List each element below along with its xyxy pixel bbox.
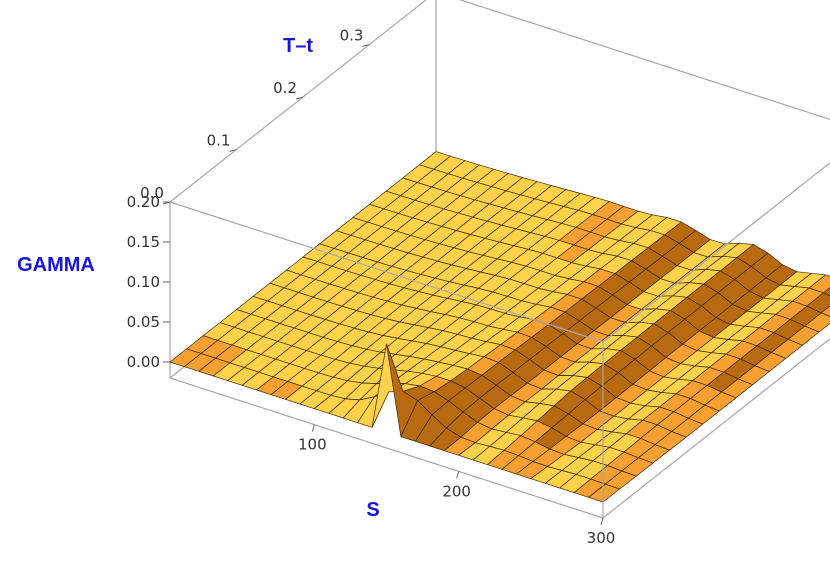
x-tick-label: 200 (442, 482, 471, 500)
y-axis-title: T–t (283, 35, 313, 57)
box-edge (602, 338, 830, 519)
x-tick-mark (600, 517, 604, 526)
z-tick-label: 0.15 (127, 233, 160, 251)
z-tick-label: 0.00 (127, 353, 160, 371)
surface-face (823, 287, 830, 297)
y-tick-label: 0.0 (140, 184, 164, 202)
x-tick-mark (456, 471, 460, 479)
x-tick-label: 300 (587, 529, 616, 547)
box-edge (169, 0, 427, 203)
z-tick-label: 0.10 (127, 273, 160, 291)
z-tick-label: 0.20 (127, 193, 160, 211)
y-tick-mark (295, 96, 304, 100)
y-tick-label: 0.3 (340, 27, 364, 45)
x-axis-title: S (366, 499, 379, 521)
bounding-box-front (169, 162, 830, 519)
box-edge (602, 162, 830, 343)
z-axis-title: GAMMA (17, 254, 95, 276)
box-edge (169, 377, 604, 519)
axis-ticks: 1002003000.00.10.20.30.40.000.050.100.15… (127, 27, 616, 548)
x-tick-mark (311, 424, 315, 432)
z-tick-label: 0.05 (127, 313, 160, 331)
surface-face (820, 305, 830, 317)
y-tick-mark (229, 149, 237, 152)
box-edge (458, 0, 830, 121)
gamma-surface (169, 151, 830, 503)
box-edge (169, 201, 604, 343)
y-tick-label: 0.2 (273, 79, 297, 97)
x-tick-label: 100 (298, 436, 327, 454)
y-tick-label: 0.1 (207, 132, 231, 150)
y-tick-mark (362, 44, 370, 47)
surface-face (588, 483, 620, 503)
